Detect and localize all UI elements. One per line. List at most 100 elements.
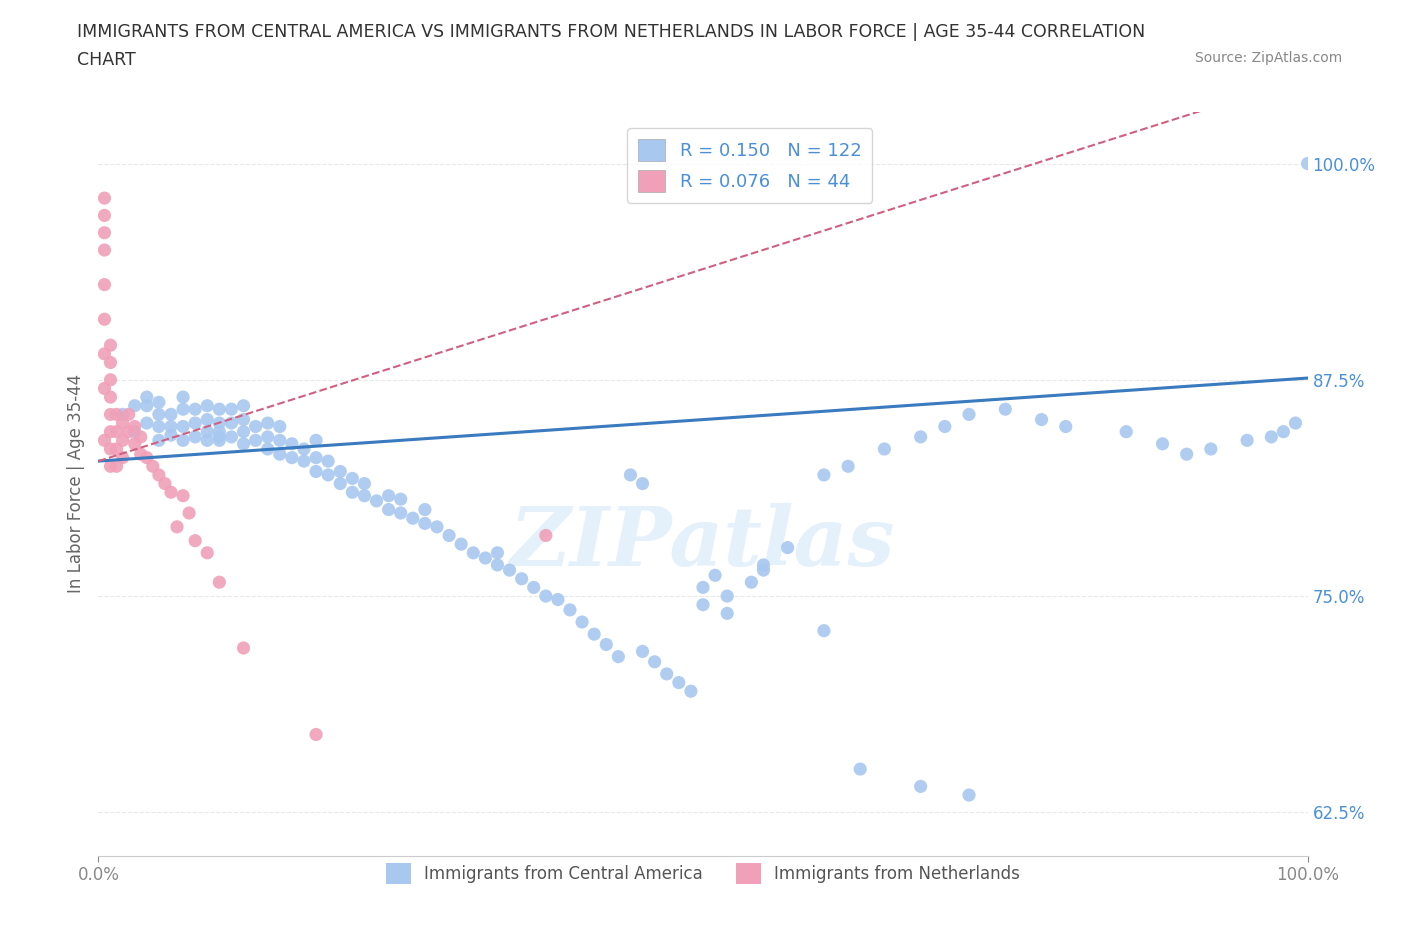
Point xyxy=(305,464,328,479)
Point xyxy=(221,430,243,445)
Point xyxy=(269,446,291,461)
Y-axis label: In Labor Force | Age 35-44: In Labor Force | Age 35-44 xyxy=(66,374,84,593)
Point xyxy=(474,551,496,565)
Point xyxy=(221,416,243,431)
Text: Source: ZipAtlas.com: Source: ZipAtlas.com xyxy=(1195,51,1343,65)
Point xyxy=(221,402,243,417)
Point xyxy=(655,667,678,682)
Point xyxy=(232,412,254,427)
Point xyxy=(353,488,375,503)
Point xyxy=(184,533,207,548)
Point xyxy=(389,492,412,507)
Point xyxy=(413,502,436,517)
Point xyxy=(498,563,520,578)
Point xyxy=(179,506,201,521)
Point xyxy=(305,450,328,465)
Point xyxy=(153,476,176,491)
Point xyxy=(316,454,339,469)
Point xyxy=(208,424,231,439)
Point xyxy=(413,516,436,531)
Point xyxy=(583,627,606,642)
Point xyxy=(184,402,207,417)
Point xyxy=(1284,416,1306,431)
Point xyxy=(232,424,254,439)
Point xyxy=(305,432,328,447)
Legend: Immigrants from Central America, Immigrants from Netherlands: Immigrants from Central America, Immigra… xyxy=(377,855,1029,892)
Point xyxy=(245,432,267,447)
Point xyxy=(1260,430,1282,445)
Point xyxy=(426,520,449,535)
Point xyxy=(208,416,231,431)
Point xyxy=(558,603,581,618)
Point xyxy=(172,402,194,417)
Point xyxy=(813,468,835,483)
Point xyxy=(692,597,714,612)
Point xyxy=(208,430,231,445)
Point xyxy=(342,471,364,485)
Point xyxy=(329,464,352,479)
Point xyxy=(910,779,932,794)
Point xyxy=(195,432,218,447)
Point xyxy=(148,468,170,483)
Point xyxy=(716,589,738,604)
Point xyxy=(256,442,278,457)
Point xyxy=(118,424,141,439)
Point xyxy=(837,458,859,473)
Point xyxy=(195,398,218,413)
Point xyxy=(292,442,315,457)
Point xyxy=(100,442,122,457)
Point xyxy=(208,432,231,447)
Point xyxy=(281,436,304,451)
Point xyxy=(957,407,980,422)
Point xyxy=(245,419,267,434)
Point xyxy=(402,511,425,525)
Point xyxy=(523,580,546,595)
Point xyxy=(281,450,304,465)
Point xyxy=(184,416,207,431)
Point xyxy=(232,641,254,656)
Point xyxy=(269,419,291,434)
Point xyxy=(195,545,218,560)
Point xyxy=(148,407,170,422)
Point xyxy=(142,458,165,473)
Point xyxy=(292,454,315,469)
Point xyxy=(105,458,128,473)
Point xyxy=(124,398,146,413)
Point xyxy=(100,424,122,439)
Point xyxy=(93,243,115,258)
Point xyxy=(740,575,762,590)
Point xyxy=(752,563,775,578)
Point xyxy=(135,450,157,465)
Point xyxy=(118,407,141,422)
Point xyxy=(172,419,194,434)
Point xyxy=(135,390,157,405)
Point xyxy=(148,432,170,447)
Point xyxy=(463,545,485,560)
Point xyxy=(873,442,896,457)
Point xyxy=(172,488,194,503)
Point xyxy=(571,615,593,630)
Point xyxy=(100,372,122,387)
Point xyxy=(172,432,194,447)
Point xyxy=(776,540,799,555)
Point xyxy=(105,424,128,439)
Point xyxy=(124,436,146,451)
Point xyxy=(124,424,146,439)
Text: IMMIGRANTS FROM CENTRAL AMERICA VS IMMIGRANTS FROM NETHERLANDS IN LABOR FORCE | : IMMIGRANTS FROM CENTRAL AMERICA VS IMMIG… xyxy=(77,23,1146,41)
Point xyxy=(160,419,183,434)
Point xyxy=(595,637,617,652)
Point xyxy=(93,381,115,396)
Point xyxy=(486,557,509,572)
Point xyxy=(269,432,291,447)
Point xyxy=(1296,156,1319,171)
Point xyxy=(716,606,738,621)
Point xyxy=(510,571,533,586)
Point xyxy=(1031,412,1053,427)
Point xyxy=(166,520,188,535)
Point xyxy=(752,557,775,572)
Point xyxy=(93,208,115,223)
Point xyxy=(366,494,388,509)
Point xyxy=(105,407,128,422)
Point xyxy=(105,442,128,457)
Point xyxy=(195,412,218,427)
